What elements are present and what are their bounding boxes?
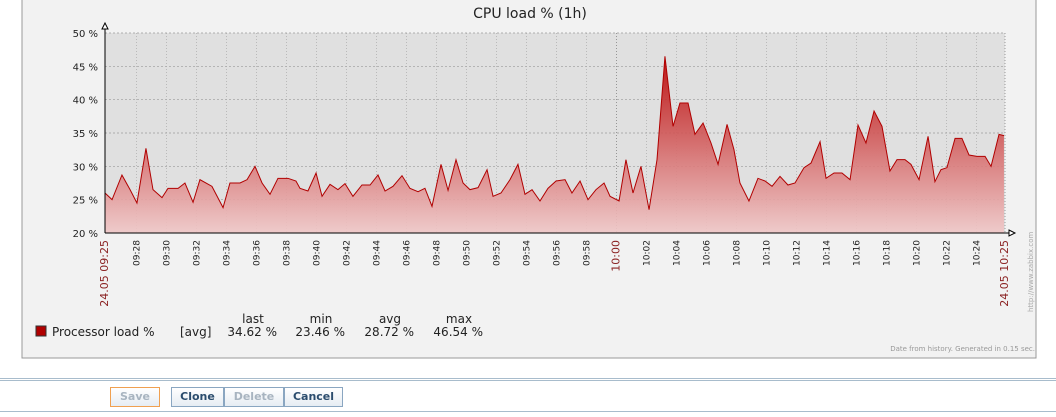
- legend-stat: 34.62 %: [227, 325, 277, 339]
- x-tick-label: 10:02: [643, 240, 653, 266]
- y-tick-label: 40 %: [73, 96, 98, 107]
- y-tick-label: 25 %: [73, 196, 98, 207]
- x-tick-label: 09:32: [193, 240, 203, 266]
- x-tick-label: 10:20: [913, 240, 923, 266]
- x-tick-label: 09:40: [313, 240, 323, 266]
- x-tick-label: 10:04: [673, 240, 683, 266]
- x-tick-label: 24.05 10:25: [998, 240, 1011, 307]
- clone-button[interactable]: Clone: [171, 387, 224, 407]
- x-tick-label: 09:34: [223, 240, 233, 266]
- legend-function: [avg]: [180, 325, 211, 339]
- y-tick-label: 30 %: [73, 162, 98, 173]
- x-tick-label: 10:24: [973, 240, 983, 266]
- x-tick-label: 09:36: [253, 240, 263, 266]
- y-tick-label: 45 %: [73, 62, 98, 73]
- x-tick-label: 09:44: [373, 240, 383, 266]
- x-tick-label: 09:42: [343, 240, 353, 266]
- legend-column-header: min: [310, 312, 333, 326]
- delete-button[interactable]: Delete: [224, 387, 284, 407]
- x-tick-label: 09:46: [403, 240, 413, 266]
- x-tick-label: 10:22: [943, 240, 953, 266]
- save-button[interactable]: Save: [110, 387, 160, 407]
- x-tick-label: 10:00: [610, 240, 623, 272]
- x-tick-label: 10:08: [733, 240, 743, 266]
- x-tick-label: 09:28: [133, 240, 143, 266]
- y-tick-label: 35 %: [73, 129, 98, 140]
- legend-column-header: max: [446, 312, 472, 326]
- axis-arrow: [1008, 229, 1017, 237]
- y-tick-label: 20 %: [73, 229, 98, 240]
- legend-label: Processor load %: [52, 325, 154, 339]
- x-tick-label: 10:16: [853, 240, 863, 266]
- x-tick-label: 09:50: [463, 240, 473, 266]
- x-tick-label: 10:10: [763, 240, 773, 266]
- legend-stat: 28.72 %: [364, 325, 414, 339]
- x-tick-label: 09:58: [583, 240, 593, 266]
- axis-arrow: [101, 21, 109, 30]
- button-bar: Save Clone Delete Cancel: [0, 378, 1056, 412]
- graph: CPU load % (1h) Date from history. Gener…: [21, 0, 1037, 359]
- x-tick-label: 09:56: [553, 240, 563, 266]
- legend-stat: 46.54 %: [433, 325, 483, 339]
- x-tick-label: 10:12: [793, 240, 803, 266]
- x-tick-label: 09:48: [433, 240, 443, 266]
- legend-column-header: avg: [379, 312, 401, 326]
- footer-note: Date from history. Generated in 0.15 sec…: [890, 345, 1035, 353]
- x-tick-label: 10:14: [823, 240, 833, 266]
- watermark: http://www.zabbix.com: [1027, 232, 1035, 312]
- legend-column-header: last: [242, 312, 264, 326]
- x-tick-label: 10:06: [703, 240, 713, 266]
- x-tick-label: 09:54: [523, 240, 533, 266]
- cancel-button[interactable]: Cancel: [284, 387, 343, 407]
- area-fill: [105, 56, 1004, 234]
- y-tick-label: 50 %: [73, 29, 98, 40]
- series-line: [104, 56, 1005, 210]
- x-tick-label: 10:18: [883, 240, 893, 266]
- x-tick-label: 09:38: [283, 240, 293, 266]
- x-tick-label: 09:52: [493, 240, 503, 266]
- chart-title: CPU load % (1h): [473, 6, 587, 22]
- x-tick-label: 24.05 09:25: [98, 240, 111, 307]
- x-tick-label: 09:30: [163, 240, 173, 266]
- legend-swatch: [35, 325, 47, 337]
- legend-stat: 23.46 %: [295, 325, 345, 339]
